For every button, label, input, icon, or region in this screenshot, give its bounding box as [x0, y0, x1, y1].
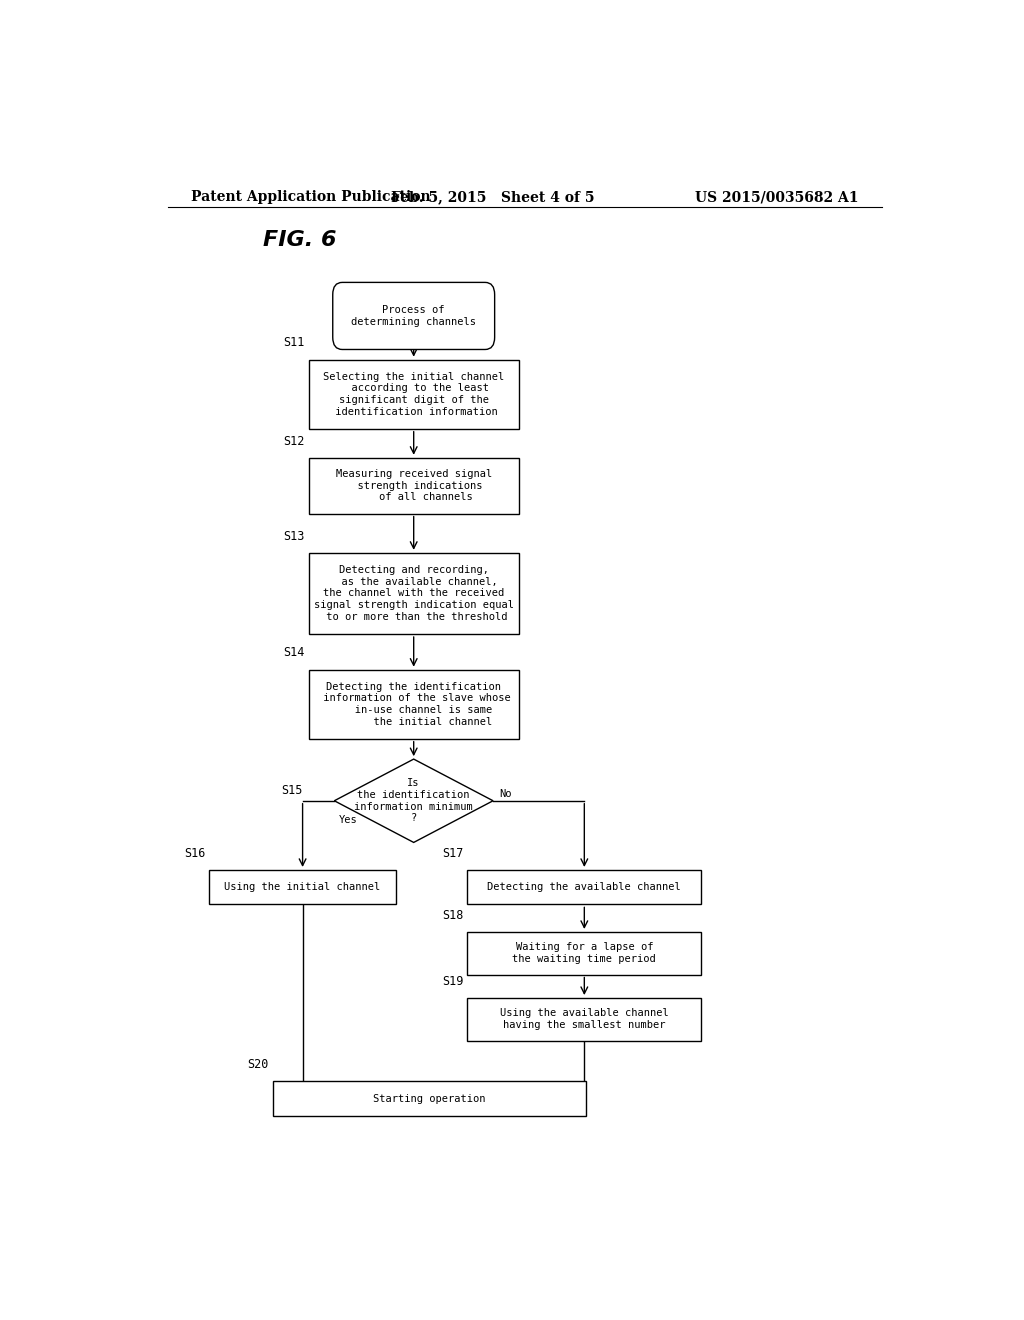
Text: Using the initial channel: Using the initial channel [224, 882, 381, 892]
Text: S12: S12 [284, 434, 304, 447]
FancyBboxPatch shape [209, 870, 396, 904]
Text: Detecting and recording,
  as the available channel,
the channel with the receiv: Detecting and recording, as the availabl… [313, 565, 514, 622]
Text: S15: S15 [282, 784, 303, 797]
Text: Is
the identification
information minimum
?: Is the identification information minimu… [354, 779, 473, 824]
Text: Measuring received signal
  strength indications
    of all channels: Measuring received signal strength indic… [336, 469, 492, 503]
Text: S18: S18 [442, 908, 463, 921]
Text: S16: S16 [184, 846, 206, 859]
Text: FIG. 6: FIG. 6 [263, 230, 337, 249]
Text: Feb. 5, 2015   Sheet 4 of 5: Feb. 5, 2015 Sheet 4 of 5 [391, 190, 595, 205]
FancyBboxPatch shape [308, 553, 519, 634]
Text: Detecting the available channel: Detecting the available channel [487, 882, 681, 892]
FancyBboxPatch shape [272, 1081, 587, 1115]
Text: Using the available channel
having the smallest number: Using the available channel having the s… [500, 1008, 669, 1030]
Text: Waiting for a lapse of
the waiting time period: Waiting for a lapse of the waiting time … [512, 942, 656, 964]
Text: Yes: Yes [338, 814, 357, 825]
FancyBboxPatch shape [308, 669, 519, 739]
Text: S17: S17 [442, 846, 463, 859]
Text: Selecting the initial channel
  according to the least
significant digit of the
: Selecting the initial channel according … [323, 372, 505, 417]
Text: S11: S11 [284, 337, 304, 350]
Text: US 2015/0035682 A1: US 2015/0035682 A1 [694, 190, 858, 205]
Text: Process of
determining channels: Process of determining channels [351, 305, 476, 327]
FancyBboxPatch shape [308, 458, 519, 513]
Text: S20: S20 [248, 1059, 269, 1071]
Text: Patent Application Publication: Patent Application Publication [191, 190, 431, 205]
FancyBboxPatch shape [308, 359, 519, 429]
Text: S14: S14 [284, 647, 304, 660]
FancyBboxPatch shape [467, 870, 701, 904]
FancyBboxPatch shape [467, 998, 701, 1040]
Text: Detecting the identification
 information of the slave whose
   in-use channel i: Detecting the identification information… [316, 682, 511, 726]
FancyBboxPatch shape [333, 282, 495, 350]
Text: S19: S19 [442, 974, 463, 987]
Polygon shape [334, 759, 494, 842]
Text: No: No [500, 788, 512, 799]
FancyBboxPatch shape [467, 932, 701, 974]
Text: Starting operation: Starting operation [374, 1093, 485, 1104]
Text: S13: S13 [284, 529, 304, 543]
